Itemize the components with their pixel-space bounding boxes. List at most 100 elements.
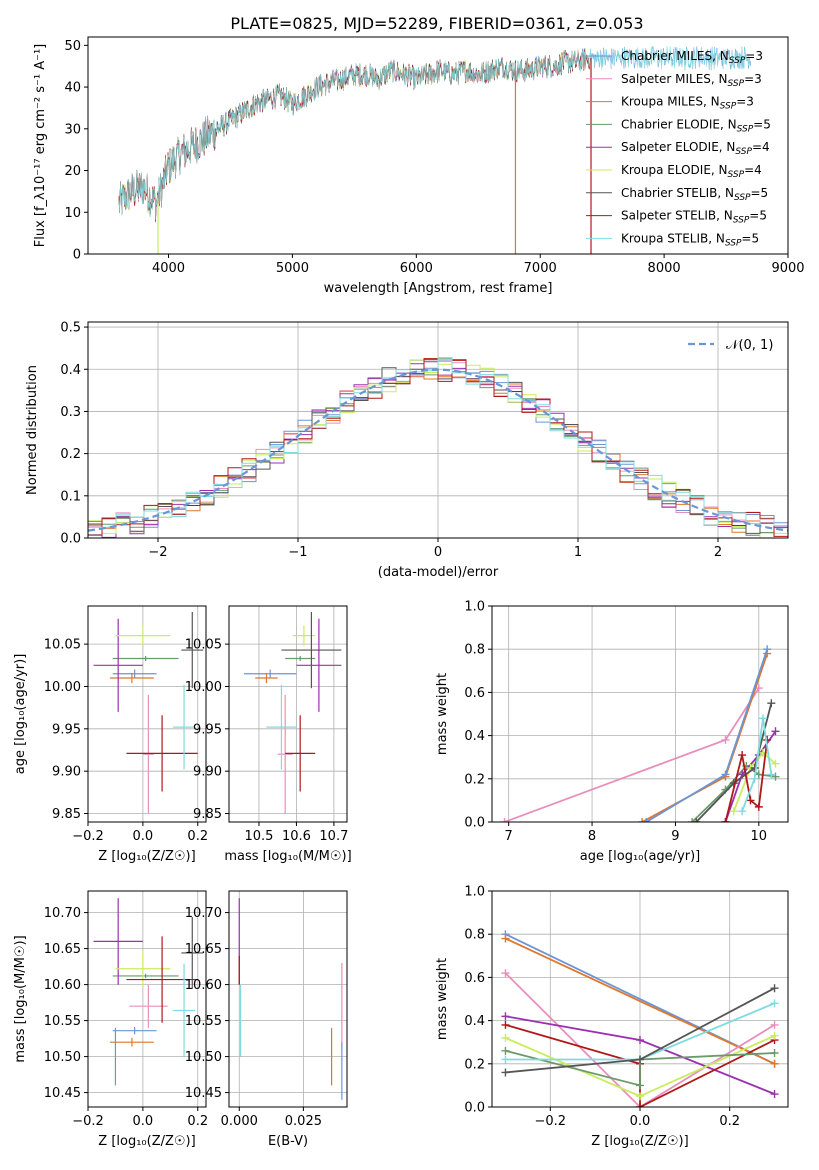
- x-tick-label: 0.0: [133, 829, 154, 844]
- x-tick-label: −1: [288, 545, 307, 560]
- x-tick-label: −0.2: [72, 829, 104, 844]
- mass-weight-point-salpeter_elodie: [770, 1090, 779, 1099]
- mass-weight-point-kroupa_miles: [770, 1059, 779, 1068]
- legend-nssp: =3: [744, 72, 762, 86]
- mass-weight-line-kroupa_stelib: [741, 718, 773, 812]
- panel-massweight-vs-age: 7 8 9 10 0.0 0.2 0.4 0.6 0.8 1.0 age [log₁₀(age/yr…: [435, 600, 789, 864]
- y-tick-label: 10.55: [44, 1014, 81, 1029]
- legend-subscript: SSP: [737, 124, 754, 134]
- x-tick-label: 9: [671, 829, 679, 844]
- y-tick-label: 9.95: [193, 722, 222, 737]
- axes-frame-mass-vs-z: [87, 890, 207, 1108]
- legend-name: Kroupa STELIB, N: [621, 231, 725, 245]
- mass-weight-point-kroupa_elodie: [729, 807, 738, 816]
- mass-weight-point-salpeter_miles: [501, 969, 510, 978]
- y-tick-label: 10.65: [185, 942, 222, 957]
- y-tick-label: 0.5: [60, 321, 81, 336]
- legend-subscript: SSP: [728, 170, 745, 180]
- x-tick-label: 7: [505, 829, 513, 844]
- legend-label-chabrier_stelib: Chabrier STELIB, NSSP=5: [621, 186, 768, 203]
- mass-weight-point-kroupa_stelib: [758, 714, 767, 723]
- plot-area-mass-vs-ebv: [229, 891, 347, 1107]
- legend-subscript: SSP: [729, 56, 746, 66]
- y-tick-label: 10.70: [185, 906, 222, 921]
- y-tick-label: 0.4: [464, 729, 485, 744]
- y-tick-label: 1.0: [464, 600, 485, 615]
- mass-weight-point-chabrier_stelib: [692, 818, 701, 822]
- y-tick-label: 30: [64, 122, 81, 137]
- y-tick-label: 50: [64, 39, 81, 54]
- mass-weight-point-salpeter_miles: [770, 1020, 779, 1029]
- mass-weight-point-kroupa_elodie: [771, 759, 780, 768]
- x-tick-label: 8000: [648, 261, 681, 276]
- plot-area-age-vs-z: [88, 606, 206, 822]
- y-tick-label: 1.0: [464, 885, 485, 900]
- x-axis-label: Z [log₁₀(Z/Z☉)]: [98, 849, 195, 864]
- y-tick-label: 9.90: [52, 765, 81, 780]
- legend-subscript: SSP: [733, 216, 750, 226]
- mass-weight-point-salpeter_stelib: [738, 751, 747, 760]
- legend-name: Chabrier MILES, N: [621, 49, 729, 63]
- x-tick-label: 5000: [276, 261, 309, 276]
- mass-weight-point-chabrier_elodie: [636, 1081, 644, 1090]
- y-tick-label: 20: [64, 164, 81, 179]
- x-tick-label: 10: [751, 829, 768, 844]
- plot-area-mass-vs-z: [88, 891, 206, 1107]
- axes-frame-age-vs-z: [87, 605, 207, 823]
- x-tick-label: 6000: [400, 261, 433, 276]
- mass-weight-point-salpeter_elodie: [636, 1036, 644, 1045]
- x-tick-label: 0.025: [285, 1114, 322, 1129]
- legend-subscript: SSP: [734, 193, 751, 203]
- mass-weight-point-chabrier_stelib: [770, 984, 779, 993]
- mass-weight-point-chabrier_stelib: [750, 764, 759, 772]
- panel-spectrum: 4000 5000 6000 7000 8000 9000 0 10 20 30 40 50 wavel…: [33, 36, 805, 296]
- mass-weight-point-salpeter_miles: [500, 818, 509, 822]
- x-tick-label: 0: [434, 545, 442, 560]
- y-tick-label: 10.60: [185, 978, 222, 993]
- x-tick-label: 9000: [771, 261, 804, 276]
- panel-age-vs-z: −0.2 0.0 0.2 9.85 9.90 9.95 10.00 10.05 Z [log₁₀…: [13, 605, 208, 864]
- panel-massweight-vs-z: −0.2 0.0 0.2 0.0 0.2 0.4 0.6 0.8 1.0 Z [log₁₀(Z/Z…: [435, 885, 789, 1149]
- legend-subscript: SSP: [728, 79, 745, 89]
- mass-weight-point-salpeter_stelib: [754, 802, 763, 811]
- x-axis-label: E(B-V): [268, 1134, 308, 1149]
- y-axis-label: mass [log₁₀(M/M☉)]: [13, 935, 28, 1062]
- legend-nssp: =3: [736, 95, 754, 109]
- x-axis-label: age [log₁₀(age/yr)]: [580, 849, 701, 864]
- mass-weight-point-chabrier_elodie: [501, 1046, 510, 1055]
- x-axis-label: (data-model)/error: [378, 565, 499, 580]
- x-tick-label: 0.2: [719, 1114, 740, 1129]
- y-tick-label: 10.70: [44, 906, 81, 921]
- legend-name: Chabrier STELIB, N: [621, 186, 734, 200]
- legend-subscript: SSP: [735, 147, 752, 157]
- y-tick-label: 0.2: [464, 772, 485, 787]
- y-tick-label: 10.65: [44, 942, 81, 957]
- mass-weight-point-chabrier_elodie: [770, 1049, 779, 1057]
- legend-name: Kroupa ELODIE, N: [621, 163, 728, 177]
- x-tick-label: 0.000: [221, 1114, 258, 1129]
- legend-label-chabrier_elodie: Chabrier ELODIE, NSSP=5: [621, 117, 771, 134]
- axes-frame-massweight-vs-age: [491, 605, 789, 823]
- mass-weight-point-kroupa_stelib: [501, 1055, 510, 1064]
- legend-nssp: =3: [745, 49, 763, 63]
- panel-mass-vs-ebv: 0.000 0.025 10.45 10.50 10.55 10.60 10.65 10.70…: [185, 890, 348, 1149]
- mass-weight-point-salpeter_stelib: [636, 1103, 644, 1107]
- legend-label-chabrier_miles: Chabrier MILES, NSSP=3: [621, 49, 763, 66]
- spectrum-line-kroupa_stelib: [118, 45, 752, 220]
- x-tick-label: 2: [714, 545, 722, 560]
- mass-weight-point-chabrier_elodie: [688, 818, 697, 822]
- x-tick-label: 10.7: [319, 829, 348, 844]
- y-tick-label: 0.4: [464, 1014, 485, 1029]
- mass-weight-point-kroupa_elodie: [501, 1033, 510, 1042]
- x-tick-label: −2: [148, 545, 167, 560]
- y-tick-label: 0.4: [60, 363, 81, 378]
- legend-nssp: =5: [751, 186, 769, 200]
- y-tick-label: 0.8: [464, 643, 485, 658]
- y-tick-label: 0: [73, 248, 81, 263]
- x-tick-label: −0.2: [535, 1114, 567, 1129]
- y-tick-label: 10.45: [185, 1086, 222, 1101]
- mass-weight-line-kroupa_miles: [505, 937, 775, 1065]
- y-axis-label: age [log₁₀(age/yr)]: [13, 654, 28, 775]
- mass-weight-point-kroupa_stelib: [738, 807, 747, 816]
